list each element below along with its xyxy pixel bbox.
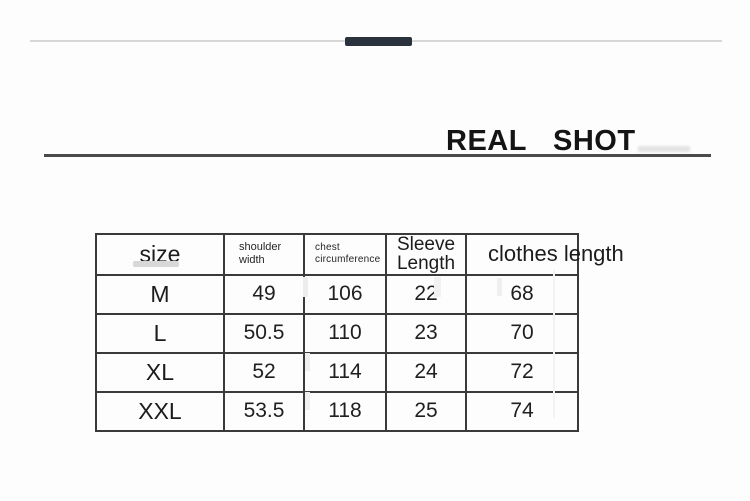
cell-chest-circumference: 106	[303, 273, 387, 315]
cell-clothes-length: 68	[465, 273, 579, 315]
cell-sleeve-length: 23	[385, 312, 467, 354]
table-row-m: M 49 106 22 68	[95, 273, 579, 315]
top-divider-accent-bar	[345, 37, 412, 46]
column-header-clothes-length: clothes length	[465, 233, 624, 276]
cell-sleeve-length: 22	[385, 273, 467, 315]
cell-chest-circumference: 114	[303, 351, 387, 393]
table-row-xl: XL 52 114 24 72	[95, 351, 579, 393]
cell-chest-circumference: 118	[303, 390, 387, 432]
section-title-underline	[44, 154, 711, 157]
cell-shoulder-width: 50.5	[223, 312, 305, 354]
column-header-size: size	[95, 233, 225, 276]
size-label: XL	[95, 351, 225, 393]
section-title: REAL SHOT	[446, 125, 636, 157]
cell-sleeve-length: 24	[385, 351, 467, 393]
cell-clothes-length: 70	[465, 312, 579, 354]
cell-sleeve-length: 25	[385, 390, 467, 432]
column-header-sleeve-length: Sleeve Length	[385, 233, 467, 276]
cell-chest-circumference: 110	[303, 312, 387, 354]
cell-clothes-length: 74	[465, 390, 579, 432]
cell-clothes-length: 72	[465, 351, 579, 393]
header-row: size shoulder width chest circumference …	[95, 233, 624, 276]
column-header-chest-circumference: chest circumference	[303, 233, 387, 276]
cell-shoulder-width: 53.5	[223, 390, 305, 432]
table-row-l: L 50.5 110 23 70	[95, 312, 579, 354]
cell-shoulder-width: 49	[223, 273, 305, 315]
size-label: M	[95, 273, 225, 315]
table-row-xxl: XXL 53.5 118 25 74	[95, 390, 579, 432]
column-header-shoulder-width: shoulder width	[223, 233, 305, 276]
watermark-smudge	[638, 146, 690, 152]
size-chart-table: size shoulder width chest circumference …	[95, 233, 624, 432]
size-label: XXL	[95, 390, 225, 432]
size-label: L	[95, 312, 225, 354]
cell-shoulder-width: 52	[223, 351, 305, 393]
